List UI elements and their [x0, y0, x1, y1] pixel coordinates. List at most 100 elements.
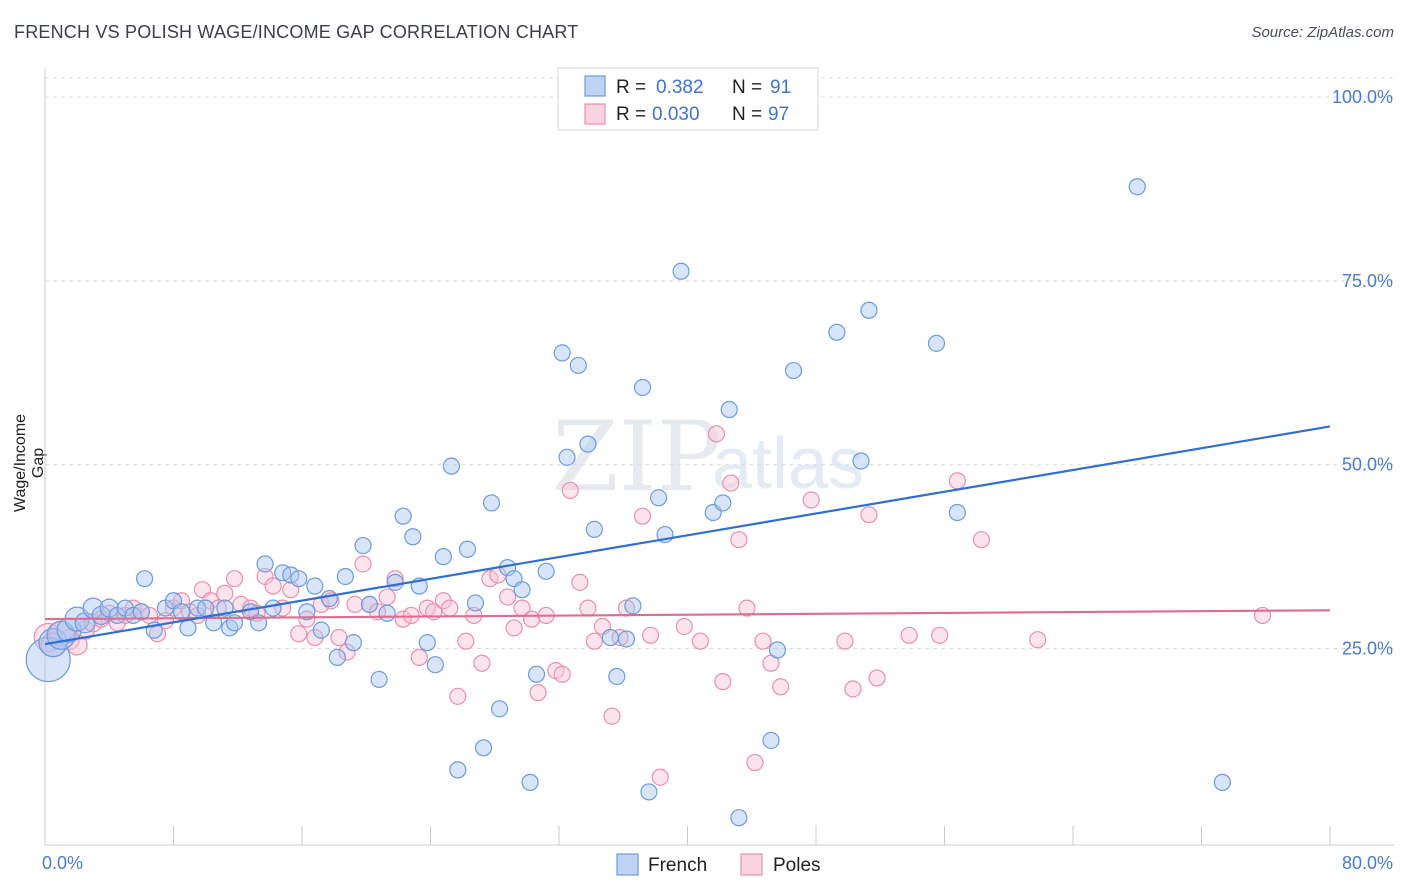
- poles-point-29: [264, 577, 282, 595]
- y-tick-labels: 25.0% 50.0% 75.0% 100.0%: [1332, 87, 1393, 659]
- french-point-7: [91, 605, 111, 626]
- grid-lines: [45, 77, 1394, 650]
- x-tick-labels: 0.0% 80.0%: [42, 853, 1393, 873]
- poles-point-90: [860, 506, 878, 524]
- poles-point-33: [298, 610, 316, 628]
- poles-point-96: [1029, 631, 1047, 649]
- poles-point-88: [836, 632, 854, 650]
- french-point-30: [282, 566, 300, 584]
- poles-point-87: [802, 491, 820, 509]
- poles-point-45: [394, 610, 412, 628]
- legend-n-label-french: N =: [732, 77, 762, 98]
- french-point-48: [426, 656, 444, 674]
- french-point-90: [1213, 773, 1231, 791]
- zipatlas-watermark: ZIP atlas: [552, 401, 864, 513]
- french-point-50: [442, 457, 460, 475]
- poles-point-67: [571, 573, 589, 591]
- french-point-67: [585, 520, 603, 539]
- french-point-84: [828, 323, 846, 341]
- source-credit: Source: ZipAtlas.com: [1251, 24, 1394, 41]
- poles-point-65: [553, 665, 571, 683]
- legend-r-label-poles: R =: [616, 104, 646, 125]
- french-point-76: [672, 262, 690, 280]
- poles-point-69: [585, 632, 603, 650]
- poles-point-89: [844, 680, 862, 698]
- poles-point-83: [746, 753, 764, 772]
- french-point-41: [370, 670, 388, 689]
- poles-point-74: [633, 507, 652, 525]
- poles-point-93: [931, 626, 949, 644]
- french-point-74: [649, 489, 668, 507]
- poles-point-62: [529, 684, 547, 702]
- french-point-70: [617, 630, 636, 648]
- french-point-45: [404, 528, 422, 546]
- legend-swatch-french: [584, 75, 606, 97]
- french-point-44: [394, 507, 412, 525]
- poles-point-37: [330, 628, 348, 647]
- poles-point-32: [290, 625, 308, 643]
- legend-bottom-label-poles: Poles: [773, 855, 821, 876]
- french-point-89: [1128, 178, 1146, 196]
- french-point-39: [354, 536, 372, 555]
- poles-point-77: [675, 617, 693, 636]
- french-point-43: [386, 573, 404, 591]
- legend-n-value-poles: 97: [768, 104, 789, 125]
- french-point-87: [927, 334, 946, 352]
- poles-point-43: [378, 588, 396, 606]
- french-point-18: [179, 619, 197, 637]
- poles-point-80: [722, 474, 740, 492]
- french-point-63: [553, 344, 571, 362]
- french-point-38: [344, 634, 362, 652]
- french-point-52: [458, 540, 477, 558]
- y-tick-label-75: 75.0%: [1342, 271, 1393, 291]
- poles-point-81: [730, 531, 748, 549]
- french-point-78: [714, 494, 732, 512]
- legend-r-value-poles: 0.030: [652, 104, 700, 125]
- french-point-72: [633, 378, 652, 397]
- french-point-81: [762, 731, 780, 750]
- french-point-36: [328, 648, 346, 666]
- french-point-27: [256, 555, 274, 573]
- french-point-79: [720, 400, 738, 419]
- french-point-64: [558, 448, 576, 466]
- french-point-34: [312, 621, 330, 639]
- french-point-49: [434, 548, 452, 566]
- french-point-17: [172, 603, 191, 621]
- watermark-atlas: atlas: [712, 424, 864, 504]
- french-point-66: [579, 435, 597, 453]
- poles-point-47: [410, 648, 428, 666]
- french-point-85: [852, 452, 870, 470]
- french-point-88: [948, 503, 966, 522]
- french-point-65: [569, 356, 587, 375]
- poles-point-23: [216, 584, 234, 602]
- french-point-47: [418, 634, 436, 652]
- french-point-20: [197, 599, 215, 617]
- poles-point-51: [441, 599, 459, 617]
- legend-r-value-french: 0.382: [656, 77, 704, 98]
- poles-point-94: [948, 472, 966, 490]
- poles-point-86: [772, 678, 790, 696]
- french-point-82: [768, 641, 787, 659]
- poles-point-24: [225, 570, 244, 588]
- legend-n-label-poles: N =: [732, 104, 762, 125]
- french-point-23: [221, 619, 239, 637]
- legend-r-label-french: R =: [616, 77, 646, 98]
- french-point-33: [306, 577, 324, 595]
- french-point-31: [290, 570, 308, 588]
- french-point-40: [360, 595, 379, 614]
- french-point-28: [264, 599, 282, 617]
- poles-point-78: [691, 632, 709, 650]
- poles-point-55: [473, 654, 491, 672]
- french-point-26: [250, 614, 268, 632]
- french-point-51: [449, 761, 467, 779]
- french-point-61: [527, 665, 546, 683]
- french-point-55: [482, 494, 501, 512]
- poles-point-75: [641, 626, 660, 644]
- french-point-86: [860, 301, 878, 319]
- french-point-62: [537, 562, 555, 580]
- french-point-32: [298, 603, 316, 621]
- poles-point-84: [754, 632, 772, 650]
- y-tick-label-100: 100.0%: [1332, 87, 1393, 107]
- axes: [44, 68, 1394, 846]
